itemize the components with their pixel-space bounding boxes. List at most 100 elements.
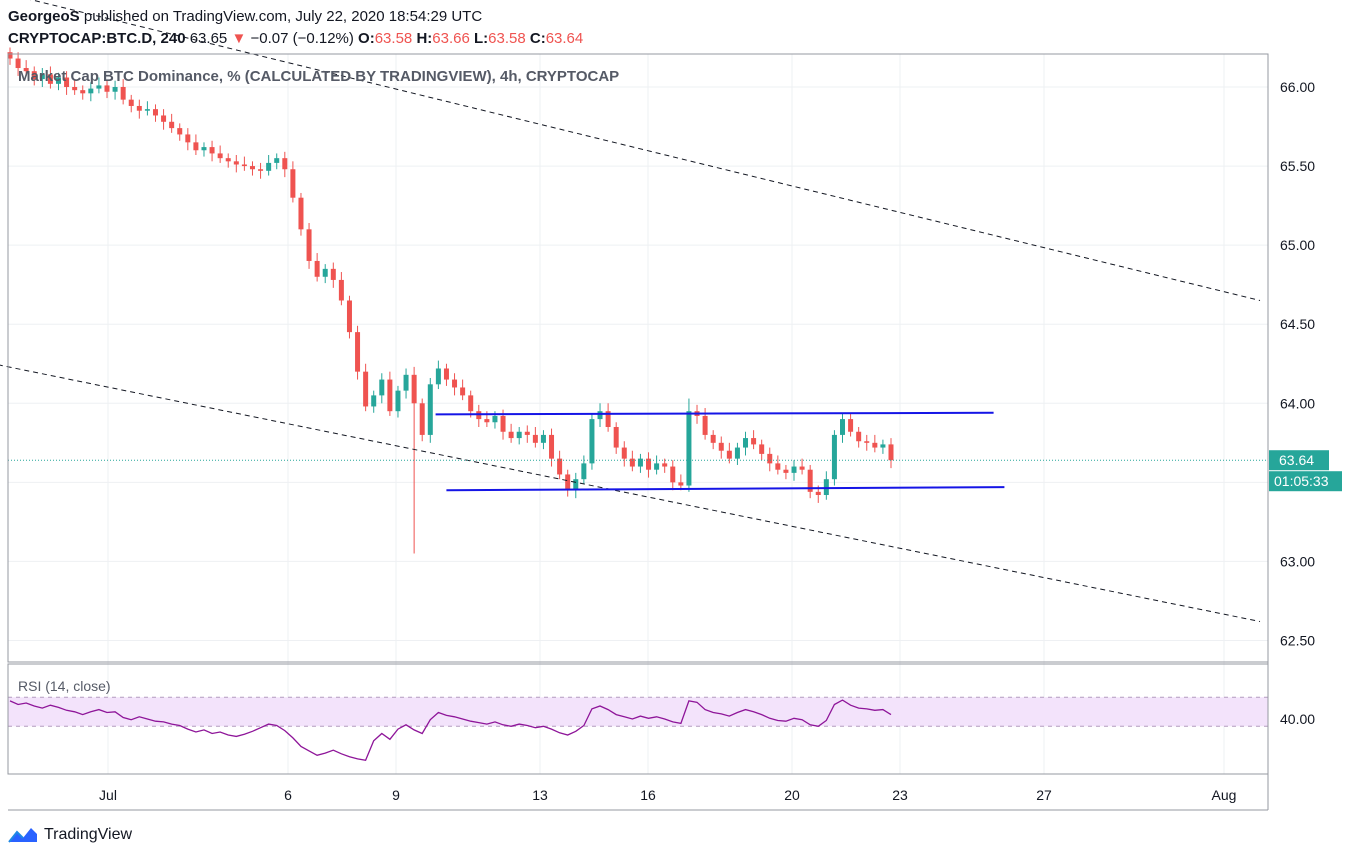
candle-body (427, 384, 433, 435)
y-tick-label: 64.50 (1280, 316, 1315, 332)
candle-body (371, 395, 377, 407)
trendline-lower[interactable] (0, 343, 1261, 623)
candle-body (298, 197, 304, 230)
x-tick-label: Aug (1212, 787, 1237, 803)
candle-body (823, 479, 829, 496)
x-tick-label: 16 (640, 787, 656, 803)
candle-body (840, 419, 846, 435)
candle-body (136, 105, 142, 111)
chart-title: Market Cap BTC Dominance, % (CALCULATED … (18, 68, 619, 85)
candle-body (629, 458, 635, 467)
candle-body (72, 87, 78, 91)
y-tick-label: 65.00 (1280, 237, 1315, 253)
y-tick-label: 66.00 (1280, 79, 1315, 95)
candle-body (524, 431, 530, 435)
open-value: 63.58 (374, 30, 413, 47)
price-pane[interactable] (0, 0, 1268, 774)
candle-body (322, 268, 328, 277)
candle-body (395, 390, 401, 412)
candle-body (88, 88, 94, 94)
x-tick-label: 23 (892, 787, 908, 803)
candle-body (597, 411, 603, 420)
candle-body (7, 52, 13, 59)
ohlc-header: CRYPTOCAP:BTC.D, 240 63.65 ▼ −0.07 (−0.1… (8, 30, 583, 48)
candle-body (872, 442, 878, 448)
candle-body (662, 463, 668, 467)
candle-body (775, 463, 781, 470)
candle-body (557, 458, 563, 475)
candle-body (532, 434, 538, 443)
last-price: 63.65 (189, 30, 228, 47)
candle-body (848, 419, 854, 432)
candle-body (411, 374, 417, 404)
candle-body (460, 387, 466, 396)
low-label: L: (473, 30, 489, 47)
candle-body (710, 434, 716, 443)
last-price-label-bg (1269, 450, 1329, 471)
publisher-header: GeorgeoS published on TradingView.com, J… (8, 8, 482, 26)
channel-upper-line[interactable] (435, 411, 994, 416)
candle-body (258, 169, 264, 171)
candle-body (646, 458, 652, 470)
candle-body (759, 444, 765, 454)
channel-lower-line[interactable] (446, 486, 1005, 492)
published-text: published on TradingView.com, July 22, 2… (83, 8, 483, 25)
candle-body (379, 379, 385, 396)
candle-body (573, 479, 579, 491)
candle-body (128, 99, 134, 106)
candle-body (306, 229, 312, 261)
candle-body (540, 434, 546, 443)
tradingview-wordmark: TradingView (44, 826, 133, 843)
candle-body (492, 415, 498, 423)
candle-body (47, 74, 53, 84)
candle-body (161, 115, 167, 122)
countdown-label-bg (1269, 471, 1342, 492)
candle-body (80, 90, 86, 94)
candle-body (64, 77, 70, 87)
tradingview-logo[interactable]: TradingView (8, 824, 132, 846)
author-name[interactable]: GeorgeoS (8, 8, 80, 25)
candle-body (613, 427, 619, 448)
candle-body (637, 458, 643, 467)
trendline-upper[interactable] (0, 0, 1261, 301)
y-tick-label: 64.00 (1280, 395, 1315, 411)
x-tick-label: 20 (784, 787, 800, 803)
high-label: H: (416, 30, 433, 47)
candle-body (217, 153, 223, 159)
price-change: −0.07 (−0.12%) (250, 30, 354, 47)
candle-body (654, 463, 660, 470)
candle-body (330, 268, 336, 280)
x-tick-label: 6 (284, 787, 292, 803)
candle-body (387, 379, 393, 412)
x-tick-label: 27 (1036, 787, 1052, 803)
candle-body (363, 371, 369, 407)
close-value: 63.64 (545, 30, 584, 47)
candle-body (435, 368, 441, 385)
candle-body (193, 142, 199, 151)
candle-body (266, 162, 272, 171)
candle-body (209, 147, 215, 154)
candle-body (338, 279, 344, 301)
candle-body (726, 450, 732, 459)
y-tick-label: 62.50 (1280, 633, 1315, 649)
candle-body (31, 71, 37, 80)
rsi-band (8, 697, 1268, 727)
candle-body (346, 300, 352, 333)
down-arrow-icon: ▼ (231, 30, 247, 47)
candle-body (120, 87, 126, 100)
candle-body (23, 68, 29, 72)
candle-body (516, 431, 522, 439)
close-label: C: (529, 30, 546, 47)
candle-body (39, 74, 45, 80)
candle-body (678, 482, 684, 486)
countdown-label: 01:05:33 (1274, 473, 1329, 489)
symbol-label: CRYPTOCAP:BTC.D, 240 (8, 30, 186, 47)
candle-body (508, 431, 514, 439)
candle-body (290, 169, 296, 198)
candle-body (452, 379, 458, 388)
candle-body (589, 419, 595, 464)
candle-body (249, 166, 255, 170)
rsi-pane[interactable] (8, 696, 1268, 762)
candle-body (144, 109, 150, 111)
